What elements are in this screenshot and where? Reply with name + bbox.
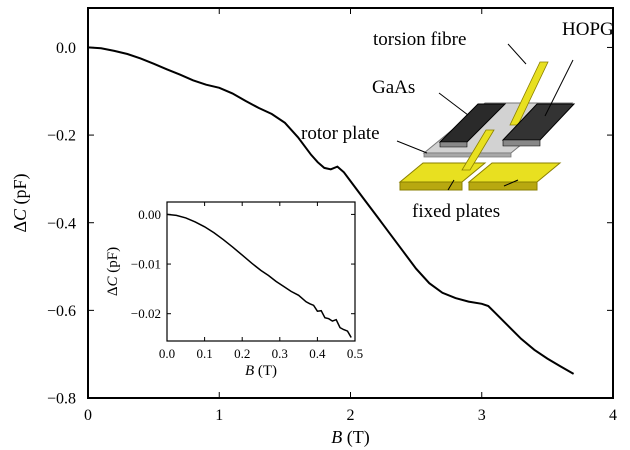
inset-y-axis-label: ΔC (pF) <box>105 247 121 296</box>
inset-plot: 0.0 0.1 0.2 0.3 0.4 0.5 0.00 −0.01 −0.02 B (T) ΔC … <box>105 201 363 379</box>
torsion-fibre-bottom <box>461 129 495 171</box>
inset-y-tick-label: 0.00 <box>138 207 161 222</box>
main-y-tick-label: −0.6 <box>47 303 76 320</box>
main-x-tick-label: 4 <box>609 407 617 424</box>
inset-x-tick-label: 0.3 <box>272 346 288 361</box>
main-y-tick-label: 0.0 <box>56 40 76 57</box>
inset-y-tick-label: −0.02 <box>131 306 161 321</box>
main-series-line <box>87 46 575 375</box>
inset-x-tick-label: 0.5 <box>347 346 363 361</box>
inset-series-line <box>166 213 352 338</box>
inset-x-axis-label: B (T) <box>245 363 277 379</box>
leader-gaas <box>438 92 469 116</box>
gaas-sample-edge <box>439 141 468 148</box>
inset-x-tick-label: 0.2 <box>234 346 250 361</box>
main-x-tick-label: 0 <box>84 407 92 424</box>
label-gaas: GaAs <box>372 77 415 98</box>
main-x-tick-label: 2 <box>347 407 355 424</box>
hopg-sample-edge <box>502 139 541 147</box>
inset-x-tick-label: 0.1 <box>196 346 212 361</box>
capacitor-diagram: torsion fibre HOPG GaAs rotor plate fixe… <box>301 19 614 222</box>
leader-hopg <box>544 59 574 117</box>
rotor-plate-edge <box>423 152 512 158</box>
label-fixed-plates: fixed plates <box>412 201 500 222</box>
inset-plot-frame <box>166 201 356 342</box>
label-torsion-fibre: torsion fibre <box>373 29 466 50</box>
main-x-tick-label: 1 <box>215 407 223 424</box>
inset-x-tick-label: 0.4 <box>309 346 326 361</box>
leader-fixed-1 <box>447 179 455 191</box>
leader-torsion <box>507 43 527 65</box>
fixed-plate-right-side <box>468 181 538 191</box>
label-hopg: HOPG <box>562 19 614 40</box>
fixed-plate-left-side <box>399 181 463 191</box>
inset-y-tick-label: −0.01 <box>131 257 161 272</box>
main-x-axis-label: B (T) <box>331 427 369 448</box>
label-rotor-plate: rotor plate <box>301 123 380 144</box>
main-y-tick-label: −0.2 <box>47 128 76 145</box>
inset-x-tick-label: 0.0 <box>159 346 175 361</box>
leader-fixed-2 <box>503 179 519 187</box>
main-y-tick-label: −0.4 <box>47 215 76 232</box>
main-y-axis-label: ΔC (pF) <box>10 173 31 232</box>
main-x-tick-label: 3 <box>478 407 486 424</box>
main-y-tick-label: −0.8 <box>47 391 76 408</box>
leader-rotor <box>396 140 428 154</box>
